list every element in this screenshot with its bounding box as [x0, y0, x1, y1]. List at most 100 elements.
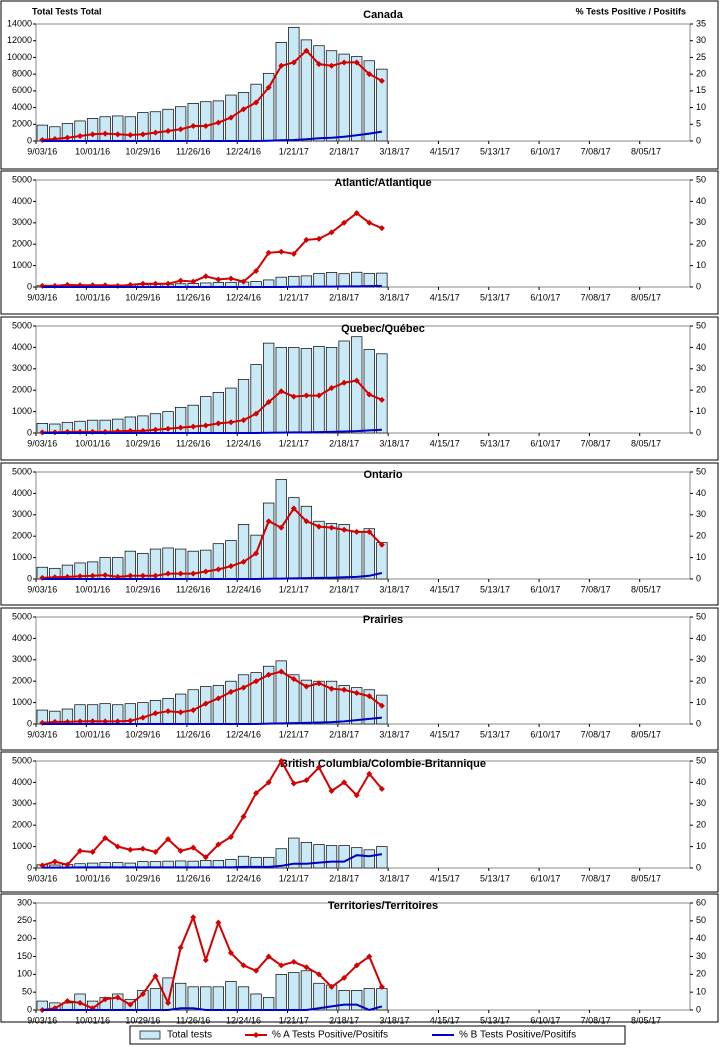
marker: [278, 248, 285, 255]
marker: [240, 278, 247, 285]
y-tick-label: 2000: [12, 820, 32, 830]
y2-tick-label: 10: [696, 987, 706, 997]
marker: [328, 983, 335, 990]
chart-title: Atlantic/Atlantique: [334, 177, 431, 189]
y2-tick-label: 15: [696, 85, 706, 95]
bar: [313, 45, 325, 142]
marker: [51, 858, 58, 865]
marker: [102, 572, 109, 579]
marker: [190, 914, 197, 921]
marker: [315, 392, 322, 399]
marker: [165, 999, 172, 1006]
bar: [86, 118, 99, 142]
x-tick-label: 5/13/17: [480, 146, 510, 156]
marker: [190, 423, 197, 430]
bar: [275, 42, 287, 142]
marker: [303, 47, 310, 54]
marker: [177, 424, 184, 431]
marker: [378, 785, 385, 792]
marker: [341, 686, 348, 693]
y-tick-label: 4000: [12, 777, 32, 787]
x-tick-label: 10/29/16: [125, 584, 160, 594]
y-tick-label: 100: [17, 969, 32, 979]
x-tick-label: 9/03/16: [27, 438, 57, 448]
bar: [363, 272, 375, 288]
x-tick-label: 5/13/17: [480, 292, 510, 302]
y-tick-label: 2000: [12, 385, 32, 395]
y2-tick-label: 30: [696, 951, 706, 961]
y-tick-label: 3000: [12, 363, 32, 373]
x-tick-label: 4/15/17: [430, 1015, 460, 1025]
y2-tick-label: 60: [696, 897, 706, 907]
y2-tick-label: 20: [696, 385, 706, 395]
bar: [300, 275, 313, 288]
marker: [366, 71, 373, 78]
bar: [187, 103, 199, 142]
marker: [290, 676, 297, 683]
bar: [175, 106, 187, 142]
marker: [240, 962, 247, 969]
panel-border: [0, 607, 719, 751]
marker: [366, 391, 373, 398]
x-tick-label: 1/21/17: [279, 1015, 309, 1025]
x-tick-label: 8/05/17: [631, 438, 661, 448]
legend-swatch: [139, 1030, 161, 1040]
marker: [190, 707, 197, 714]
chart-title: Quebec/Québec: [341, 323, 425, 335]
marker: [89, 848, 96, 855]
x-tick-label: 10/01/16: [75, 584, 110, 594]
x-tick-label: 12/24/16: [226, 729, 261, 739]
bar: [313, 680, 325, 725]
x-tick-label: 4/15/17: [430, 292, 460, 302]
bar: [288, 275, 300, 288]
y2-tick-label: 30: [696, 509, 706, 519]
marker: [77, 847, 84, 854]
y-tick-label: 1000: [12, 841, 32, 851]
y2-tick-label: 0: [696, 281, 701, 291]
marker: [227, 563, 234, 570]
marker: [253, 267, 260, 274]
y-tick-label: 0: [27, 718, 32, 728]
marker: [240, 417, 247, 424]
marker: [215, 276, 222, 283]
bar: [288, 347, 300, 434]
x-tick-label: 7/08/17: [581, 729, 611, 739]
y2-tick-label: 20: [696, 239, 706, 249]
marker: [366, 219, 373, 226]
marker: [152, 572, 159, 579]
bar: [288, 26, 300, 142]
bar: [175, 982, 187, 1011]
marker: [303, 777, 310, 784]
bar: [313, 345, 325, 434]
marker: [303, 236, 310, 243]
line: [42, 758, 383, 867]
marker: [102, 718, 109, 725]
bar: [325, 680, 338, 725]
marker: [177, 847, 184, 854]
x-tick-label: 8/05/17: [631, 292, 661, 302]
legend-box: [129, 1025, 626, 1045]
y-tick-label: 5000: [12, 174, 32, 184]
x-tick-label: 7/08/17: [581, 584, 611, 594]
bar: [300, 679, 313, 725]
x-tick-label: 10/01/16: [75, 438, 110, 448]
marker: [378, 541, 385, 548]
x-tick-label: 5/13/17: [480, 873, 510, 883]
bar: [313, 272, 325, 288]
marker: [177, 709, 184, 716]
marker: [303, 518, 310, 525]
bar: [175, 693, 187, 725]
bar: [250, 83, 262, 142]
bar: [162, 108, 174, 142]
x-tick-label: 4/15/17: [430, 438, 460, 448]
bar: [212, 685, 224, 725]
y2-tick-label: 0: [696, 573, 701, 583]
x-tick-label: 5/13/17: [480, 729, 510, 739]
bar: [250, 993, 262, 1011]
x-tick-label: 11/26/16: [176, 438, 210, 448]
marker: [366, 953, 373, 960]
marker: [328, 385, 335, 392]
line: [42, 716, 383, 725]
marker: [341, 779, 348, 786]
